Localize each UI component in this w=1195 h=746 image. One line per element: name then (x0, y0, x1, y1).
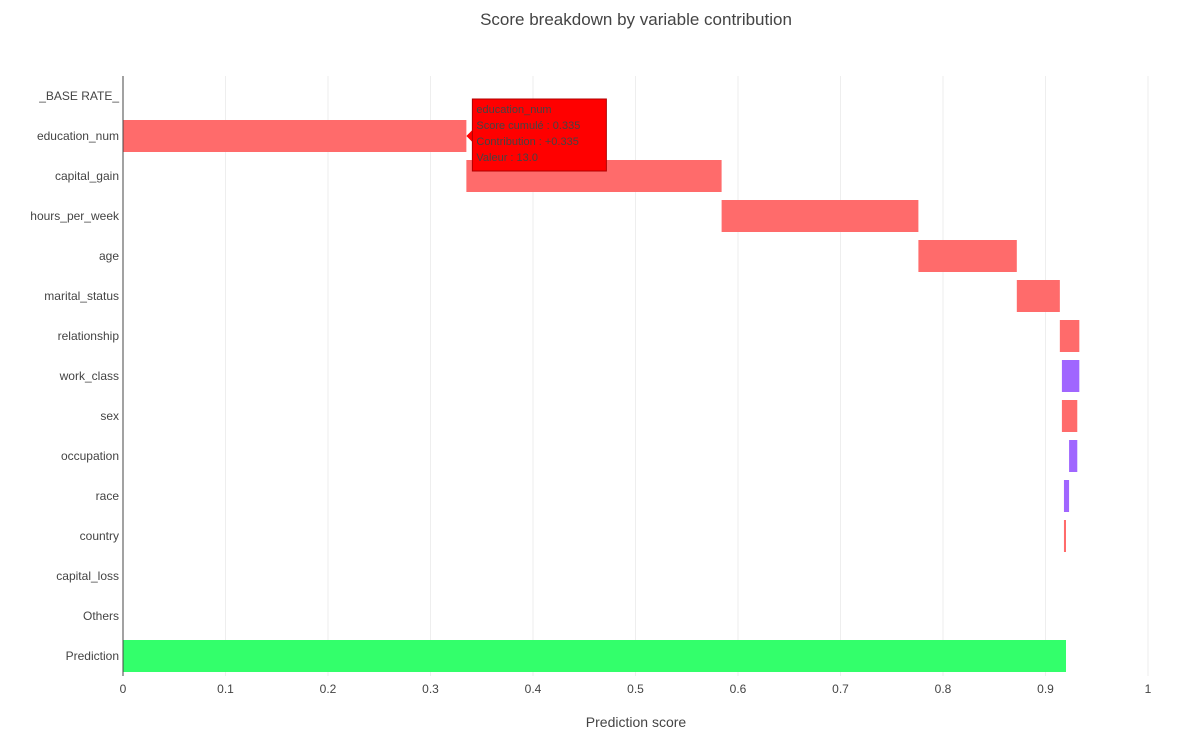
bar-relationship[interactable] (1059, 320, 1080, 352)
x-tick-label: 0.3 (422, 682, 439, 696)
tooltip-line: Score cumulé : 0.335 (476, 120, 580, 132)
bar-hours-per-week[interactable] (721, 200, 919, 232)
bar-work-class[interactable] (1061, 360, 1080, 392)
bar-age[interactable] (918, 240, 1017, 272)
bar-country[interactable] (1063, 520, 1066, 552)
y-tick-label: capital_gain (55, 169, 119, 183)
tooltip-pointer (466, 130, 473, 142)
x-axis-title: Prediction score (586, 714, 687, 730)
y-tick-label: work_class (59, 369, 119, 383)
axes: 0 0.1 0.2 0.3 0.4 0.5 0.6 0.7 0.8 0.9 1 _BASE RATE_… (30, 76, 1152, 696)
x-tick-label: 0.5 (627, 682, 644, 696)
bar-occupation[interactable] (1069, 440, 1078, 472)
bar-education-num[interactable] (123, 120, 467, 152)
x-tick-label: 0.4 (525, 682, 542, 696)
bars (123, 120, 1080, 672)
x-tick-label: 0.6 (730, 682, 747, 696)
bar-sex[interactable] (1061, 400, 1078, 432)
x-tick-label: 1 (1145, 682, 1152, 696)
x-tick-label: 0.7 (832, 682, 849, 696)
y-tick-label: relationship (58, 329, 120, 343)
bar-prediction[interactable] (123, 640, 1066, 672)
x-tick-label: 0 (120, 682, 127, 696)
bar-race[interactable] (1063, 480, 1070, 512)
y-tick-label: education_num (37, 129, 119, 143)
hover-tooltip: education_num Score cumulé : 0.335 Contrib… (466, 98, 607, 172)
y-tick-label: marital_status (44, 289, 119, 303)
y-tick-label: country (80, 529, 119, 543)
y-tick-label: Prediction (66, 649, 119, 663)
y-tick-label: race (96, 489, 120, 503)
x-tick-label: 0.2 (320, 682, 337, 696)
y-tick-label: hours_per_week (30, 209, 120, 223)
tooltip-line: Contribution : +0.335 (476, 136, 578, 148)
chart-title: Score breakdown by variable contribution (480, 10, 792, 29)
x-tick-label: 0.1 (217, 682, 234, 696)
y-tick-label: _BASE RATE_ (38, 89, 119, 103)
tooltip-line: education_num (476, 104, 551, 116)
y-tick-label: occupation (61, 449, 119, 463)
tooltip-line: Valeur : 13.0 (476, 152, 538, 164)
tooltip-box (471, 98, 607, 172)
bar-marital-status[interactable] (1016, 280, 1060, 312)
y-tick-label: age (99, 249, 119, 263)
y-tick-label: capital_loss (56, 569, 119, 583)
y-tick-label: sex (100, 409, 119, 423)
x-tick-label: 0.8 (935, 682, 952, 696)
y-tick-label: Others (83, 609, 119, 623)
x-tick-label: 0.9 (1037, 682, 1054, 696)
